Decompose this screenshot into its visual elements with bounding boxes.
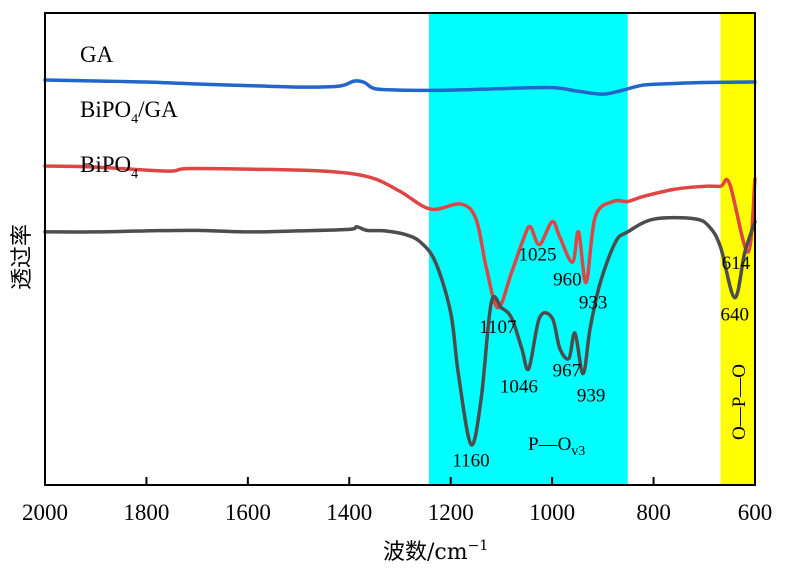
- peak-label-1107: 1107: [479, 317, 516, 338]
- peak-label-967: 967: [553, 360, 582, 381]
- series-line-bipo4: [43, 215, 757, 447]
- legend-label-bipo4-ga-main: BiPO: [80, 97, 131, 122]
- x-axis-title-sup: −1: [468, 538, 489, 554]
- x-tick-label-800: 800: [636, 500, 671, 525]
- band-label-p-o-v3: P—Ov3: [528, 434, 585, 459]
- band-label-p-o-sub: v3: [571, 444, 585, 459]
- peak-label-939: 939: [577, 386, 606, 407]
- peak-label-1160: 1160: [452, 451, 489, 472]
- legend-label-bipo4: BiPO4: [80, 152, 138, 182]
- y-axis-title: 透过率: [10, 224, 35, 290]
- x-axis-ticks: [145, 477, 655, 485]
- peak-label-1046: 1046: [500, 377, 538, 398]
- x-tick-label-1000: 1000: [529, 500, 575, 525]
- x-axis-title: 波数/cm−1: [383, 538, 488, 565]
- legend-label-bipo4-sub: 4: [131, 167, 138, 182]
- x-tick-label-1600: 1600: [225, 500, 271, 525]
- series-line-bipo4-ga: [43, 164, 757, 310]
- band-label-p-o-main: P—O: [528, 434, 571, 455]
- legend-label-bipo4-ga: BiPO4/GA: [80, 97, 178, 127]
- legend-label-bipo4-main: BiPO: [80, 152, 131, 177]
- peak-label-933: 933: [579, 293, 608, 314]
- peak-label-614: 614: [722, 253, 751, 274]
- x-tick-label-600: 600: [738, 500, 773, 525]
- spectra-curves: [43, 78, 757, 447]
- x-tick-label-1200: 1200: [428, 500, 474, 525]
- x-axis-title-main: 波数/cm: [383, 540, 468, 565]
- plot-frame: [44, 12, 756, 486]
- peak-label-960: 960: [553, 269, 582, 290]
- legend-label-ga: GA: [80, 42, 114, 67]
- legend-label-bipo4-ga-sub: 4: [131, 112, 138, 127]
- peak-annotations: 1107 1025 960 933 614 1160 1046 967 939 640: [452, 245, 750, 472]
- legend-label-bipo4-ga-rest: /GA: [138, 97, 178, 122]
- series-line-ga: [43, 78, 757, 96]
- peak-label-640: 640: [720, 305, 749, 326]
- x-tick-label-2000: 2000: [22, 500, 68, 525]
- x-axis-tick-labels: 2000 1800 1600 1400 1200 1000 800 600: [22, 500, 772, 525]
- band-label-o-p-o: O—P—O: [729, 364, 750, 440]
- x-tick-label-1800: 1800: [123, 500, 169, 525]
- peak-label-1025: 1025: [518, 245, 556, 266]
- x-tick-label-1400: 1400: [326, 500, 372, 525]
